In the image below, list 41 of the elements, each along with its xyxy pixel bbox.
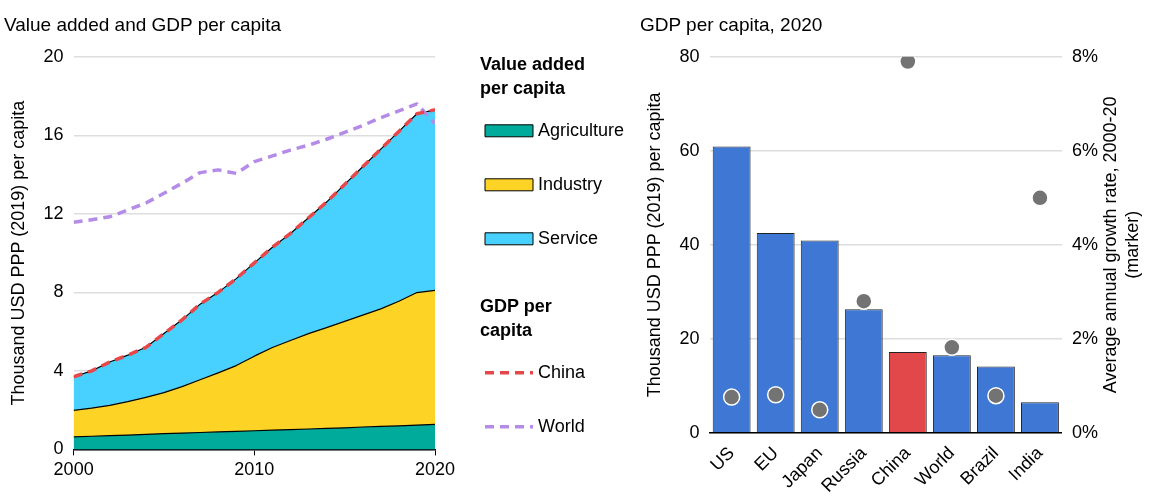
y-tick-label: 4	[53, 359, 64, 380]
y2-tick-label: 4%	[1071, 233, 1098, 254]
legend-title: Value added per capita	[480, 53, 586, 98]
legend-label: Industry	[538, 173, 603, 194]
legend-label: Agriculture	[538, 119, 625, 140]
y-tick-label: 80	[679, 45, 700, 66]
x-tick-label: 2000	[53, 459, 94, 480]
line-series	[73, 102, 435, 225]
point	[899, 56, 917, 71]
x-tick-label: 2010	[234, 459, 275, 480]
y2-tick-label: 8%	[1071, 45, 1098, 66]
point	[943, 338, 961, 357]
point	[1031, 189, 1049, 207]
y-tick-label: 0	[53, 438, 64, 459]
y2-tick-label: 0%	[1071, 421, 1098, 442]
y-tick-label: 8	[53, 281, 64, 302]
x-tick-label: 2020	[414, 459, 456, 480]
chart-title: GDP per capita, 2020	[640, 13, 823, 35]
legend-label: World	[538, 415, 585, 436]
y2-tick-label: 6%	[1071, 139, 1098, 160]
y2-tick-label: 2%	[1071, 327, 1098, 348]
y-axis-title: Thousand USD PPP (2019) per capita	[7, 99, 28, 406]
y-tick-label: 20	[43, 45, 64, 66]
y2-axis-title: Average annual growth rate, 2000-20 (marker)	[1099, 96, 1142, 394]
y-tick-label: 12	[43, 202, 64, 223]
legend-label: Service	[538, 227, 599, 248]
point	[766, 386, 785, 404]
y-tick-label: 40	[679, 233, 700, 254]
y-tick-label: 16	[43, 124, 64, 145]
y-tick-label: 60	[679, 139, 700, 160]
legend-label: China	[538, 361, 587, 382]
point	[722, 388, 741, 406]
point	[810, 401, 829, 419]
y-axis-title: Thousand USD PPP (2019) per capita	[643, 91, 664, 398]
text: GDP per capita	[480, 295, 552, 340]
y-tick-label: 0	[689, 421, 700, 442]
point	[855, 292, 873, 310]
x-tick-label: EU	[750, 442, 783, 475]
x-tick-label: US	[706, 442, 738, 475]
chart-title: Value added and GDP per capita	[4, 13, 282, 35]
y-tick-label: 20	[679, 327, 700, 348]
